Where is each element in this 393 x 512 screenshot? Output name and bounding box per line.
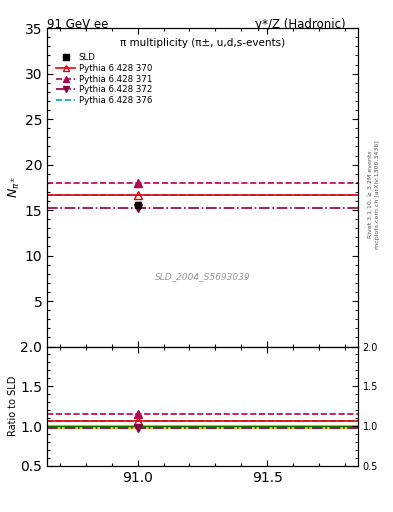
- Bar: [47, 424, 358, 428]
- Text: Rivet 3.1.10, ≥ 3.2M events: Rivet 3.1.10, ≥ 3.2M events: [367, 151, 373, 239]
- Legend: SLD, Pythia 6.428 370, Pythia 6.428 371, Pythia 6.428 372, Pythia 6.428 376: SLD, Pythia 6.428 370, Pythia 6.428 371,…: [55, 52, 154, 107]
- Text: π multiplicity (π±, u,d,s-events): π multiplicity (π±, u,d,s-events): [120, 38, 285, 48]
- Text: γ*/Z (Hadronic): γ*/Z (Hadronic): [255, 18, 346, 31]
- Text: mcplots.cern.ch [arXiv:1306.3436]: mcplots.cern.ch [arXiv:1306.3436]: [375, 140, 380, 249]
- Y-axis label: Ratio to SLD: Ratio to SLD: [7, 376, 18, 436]
- Text: 91 GeV ee: 91 GeV ee: [47, 18, 108, 31]
- Text: SLD_2004_S5693039: SLD_2004_S5693039: [154, 272, 250, 281]
- Y-axis label: $N_{\pi^{\pm}}$: $N_{\pi^{\pm}}$: [7, 177, 22, 198]
